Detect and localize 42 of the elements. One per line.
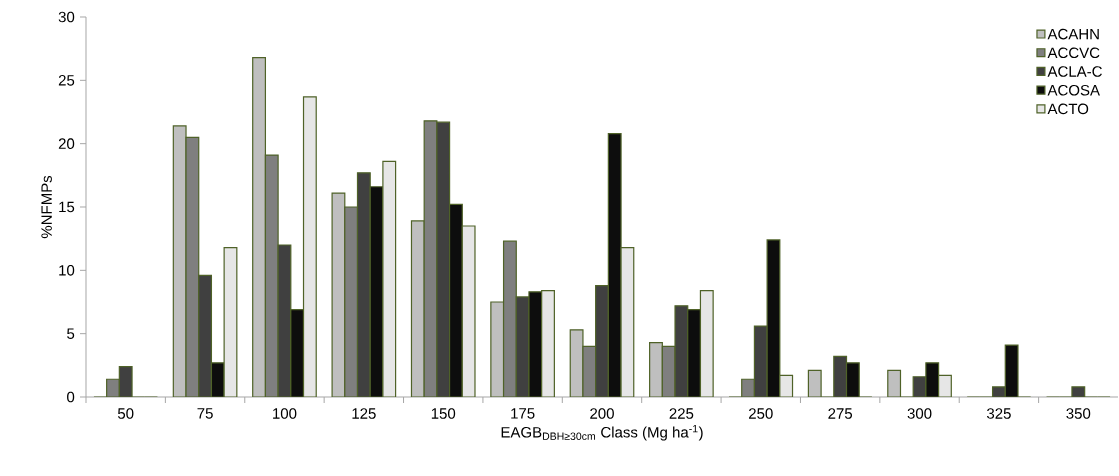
bar	[649, 341, 663, 397]
bar	[198, 274, 213, 397]
y-tick-label: 15	[59, 201, 75, 213]
bar	[833, 355, 848, 397]
legend-label: ACAHN	[1047, 28, 1099, 40]
x-tick-label: 100	[273, 408, 297, 419]
bar	[845, 362, 860, 397]
y-tick-label: 25	[58, 75, 75, 86]
x-tick-label: 125	[352, 408, 376, 419]
y-tick-label: 30	[58, 11, 75, 23]
x-tick-label: 250	[749, 408, 773, 419]
bar	[344, 206, 359, 397]
x-tick-label: 275	[828, 408, 853, 419]
x-tick-label: 75	[197, 408, 213, 419]
x-tick-label: 50	[117, 408, 134, 419]
bar	[595, 284, 609, 397]
y-tick-label: 20	[58, 138, 75, 149]
bar	[252, 56, 267, 397]
legend-label: ACOSA	[1047, 84, 1100, 96]
legend-label: ACTO	[1047, 103, 1089, 115]
bar	[356, 172, 371, 397]
x-tick-label: 200	[590, 408, 614, 419]
y-tick-label: 5	[67, 328, 75, 339]
bar	[410, 220, 425, 397]
bar	[448, 203, 463, 397]
bar	[290, 309, 305, 397]
y-tick-label: 0	[67, 391, 75, 403]
legend-label: ACCVC	[1047, 47, 1100, 59]
y-axis-title: %NFMPs	[41, 175, 52, 239]
legend-label: ACLA-C	[1047, 66, 1102, 77]
x-tick-label: 150	[431, 408, 456, 419]
x-tick-label: 300	[907, 408, 932, 419]
x-tick-label: 175	[511, 408, 535, 419]
bar	[687, 309, 702, 397]
x-tick-label: 225	[669, 408, 694, 419]
bar	[302, 96, 317, 397]
y-tick-label: 10	[59, 265, 75, 276]
bar	[502, 240, 517, 397]
x-axis-title: EAGB$_{DBH≥30cm}$ Class (Mg ha$^{-1}$)	[501, 425, 703, 441]
x-tick-label: 350	[1066, 408, 1091, 419]
x-tick-label: 325	[986, 408, 1011, 419]
bar	[541, 290, 555, 397]
